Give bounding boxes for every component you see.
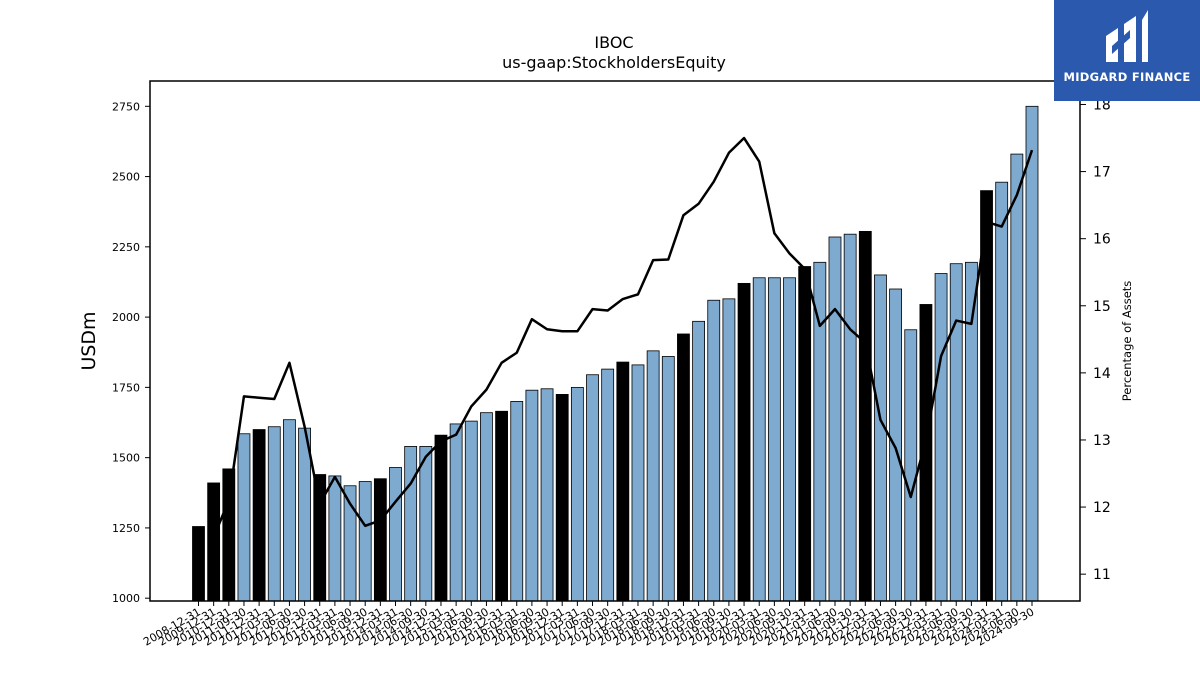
y-tick-label: 1500 <box>112 452 140 465</box>
bar-2021-09-30 <box>843 233 857 602</box>
bar-2019-06-30 <box>707 299 721 602</box>
bar-2022-06-30 <box>889 288 903 602</box>
bar-2019-09-30 <box>722 298 736 602</box>
logo-mark-icon <box>1054 0 1200 101</box>
bar-2023-03-31 <box>934 273 948 602</box>
bar-2019-03-31 <box>692 320 705 602</box>
bar-2021-06-30 <box>828 236 842 602</box>
bar-2014-12-31 <box>434 434 448 602</box>
bar-2014-09-30 <box>419 446 433 602</box>
y2-tick-label: 18 <box>1093 97 1111 113</box>
bar-2014-03-31 <box>389 467 402 602</box>
y2-tick-label: 14 <box>1093 366 1111 382</box>
brand-logo: MIDGARD FINANCE <box>1054 0 1200 101</box>
bar-2013-03-31 <box>328 475 342 602</box>
bar-2018-06-30 <box>646 350 660 602</box>
bar-2022-03-31 <box>874 274 887 602</box>
bar-2012-12-31 <box>313 474 327 602</box>
bar-2015-06-30 <box>464 420 478 602</box>
bar-2012-06-30 <box>283 419 296 602</box>
bar-2015-09-30 <box>480 412 493 602</box>
y2-tick-label: 12 <box>1093 500 1111 516</box>
bar-2015-03-31 <box>449 423 463 602</box>
bar-2010-12-31 <box>222 468 236 602</box>
bar-2017-06-30 <box>586 374 599 602</box>
bar-2016-09-30 <box>540 388 554 602</box>
y2-tick-label: 13 <box>1093 433 1111 449</box>
bar-2015-12-31 <box>495 410 508 602</box>
logo-text: MIDGARD FINANCE <box>1063 70 1191 84</box>
bar-2024-06-30 <box>1010 153 1024 602</box>
bar-2009-12-31 <box>207 482 221 602</box>
bar-2020-12-31 <box>798 266 812 602</box>
line-layer <box>212 136 1034 538</box>
bar-2024-09-30 <box>1025 105 1039 602</box>
y2-tick-label: 15 <box>1093 299 1111 315</box>
bar-2023-09-30 <box>964 261 978 602</box>
bar-2022-09-30 <box>904 329 918 602</box>
y-tick-label: 1750 <box>112 381 140 394</box>
y-tick-label: 2000 <box>112 311 140 324</box>
bar-2014-06-30 <box>404 446 418 602</box>
y-axis-label: USDm <box>78 311 100 370</box>
bar-2016-12-31 <box>555 394 569 602</box>
equity-pct-assets-line <box>212 136 1034 538</box>
chart-subtitle: us-gaap:StockholdersEquity <box>502 53 726 72</box>
bar-2017-12-31 <box>616 361 630 602</box>
bar-2018-12-31 <box>677 333 690 602</box>
bar-2020-09-30 <box>783 277 796 602</box>
bar-2016-03-31 <box>510 401 524 602</box>
bar-2021-12-31 <box>858 230 872 602</box>
y2-tick-label: 17 <box>1093 165 1111 181</box>
y-tick-label: 2500 <box>112 171 140 184</box>
bar-2016-06-30 <box>525 389 539 602</box>
bar-2011-12-31 <box>252 429 266 602</box>
y2-axis-label: Percentage of Assets <box>1120 281 1134 402</box>
bar-2013-09-30 <box>358 481 372 602</box>
bars-layer <box>192 105 1039 602</box>
bar-2012-03-31 <box>267 426 281 602</box>
bar-2019-12-31 <box>737 282 751 602</box>
bar-2020-06-30 <box>767 277 781 602</box>
y-tick-label: 1000 <box>112 592 140 605</box>
plot-frame <box>149 80 1081 602</box>
y-tick-label: 2750 <box>112 100 140 113</box>
bar-2011-09-30 <box>237 433 251 602</box>
bar-2013-12-31 <box>373 478 387 602</box>
bar-2017-03-31 <box>570 386 584 602</box>
bar-2023-06-30 <box>949 263 963 602</box>
bar-2018-03-31 <box>631 364 645 602</box>
chart-title: IBOC <box>594 33 633 52</box>
y-tick-label: 1250 <box>112 522 140 535</box>
y2-tick-label: 16 <box>1093 232 1111 248</box>
y2-tick-label: 11 <box>1093 567 1111 583</box>
bar-2020-03-31 <box>752 277 766 602</box>
y-tick-label: 2250 <box>112 241 140 254</box>
bar-2024-03-31 <box>995 181 1009 602</box>
bar-2017-09-30 <box>601 368 615 602</box>
bar-2008-12-31 <box>192 526 205 602</box>
bar-2018-09-30 <box>661 356 675 602</box>
